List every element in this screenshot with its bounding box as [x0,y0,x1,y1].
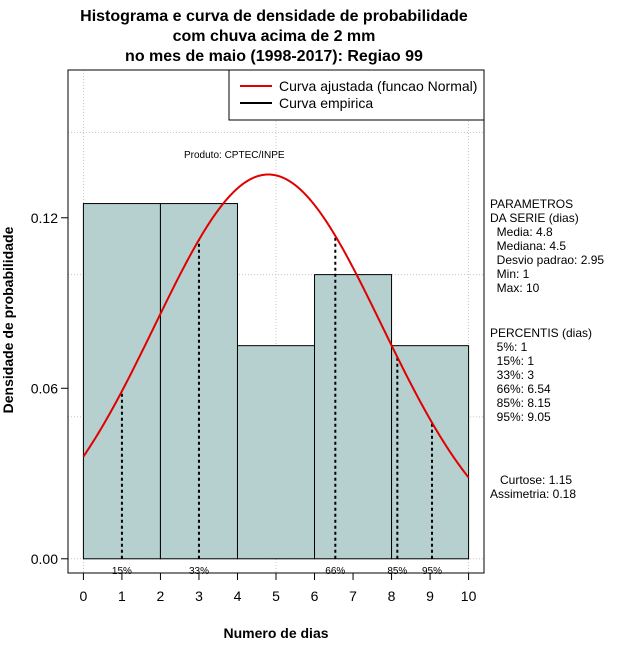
histogram-bar [236,345,316,560]
param-line: Max: 10 [490,281,540,295]
percentile-label: 85% [387,566,407,577]
percentile-label: 33% [189,566,209,577]
chart-title-line-1: Histograma e curva de densidade de proba… [80,8,468,25]
x-tick-label: 8 [388,588,396,604]
legend-label-fit: Curva ajustada (funcao Normal) [279,78,477,94]
histogram-bar [314,274,393,560]
param-line: Min: 1 [490,267,530,281]
percentis-panel: PERCENTIS (dias) 5%: 1 15%: 1 33%: 3 66%… [490,326,592,424]
x-tick-label: 3 [195,588,203,604]
histogram-bars [82,203,470,560]
param-line: Mediana: 4.5 [490,239,566,253]
parametros-panel: PARAMETROS DA SERIE (dias) Media: 4.8 Me… [490,197,604,295]
y-tick-label: 0.00 [31,551,58,567]
param-line: DA SERIE (dias) [490,211,579,225]
x-tick-label: 5 [272,588,280,604]
x-tick-label: 2 [157,588,165,604]
forma-panel: Curtose: 1.15 Assimetria: 0.18 [490,473,576,501]
product-annotation: Produto: CPTEC/INPE [184,150,285,161]
x-tick-label: 9 [426,588,434,604]
x-tick-label: 0 [80,588,88,604]
legend-label-empirica: Curva empirica [279,95,373,111]
y-axis: 0.00 0.06 0.12 [31,210,69,567]
x-tick-label: 4 [234,588,242,604]
percentile-lines [120,235,433,559]
param-line: Desvio padrao: 2.95 [490,253,604,267]
y-tick-label: 0.12 [31,210,58,226]
y-tick-label: 0.06 [31,380,58,396]
percentil-line: PERCENTIS (dias) [490,326,592,340]
x-tick-label: 10 [461,588,477,604]
percentil-line: 85%: 8.15 [490,396,551,410]
percentil-line: 95%: 9.05 [490,410,551,424]
percentil-line: 5%: 1 [490,340,528,354]
x-tick-label: 6 [311,588,319,604]
normal-fit-curve [82,173,470,479]
percentile-label: 66% [325,566,345,577]
legend-box [228,69,485,121]
percentile-label: 95% [422,566,442,577]
x-tick-label: 7 [349,588,357,604]
legend: Curva ajustada (funcao Normal) Curva emp… [228,69,485,121]
percentile-label: 15% [112,566,132,577]
assimetria-line: Assimetria: 0.18 [490,487,576,501]
param-line: PARAMETROS [490,197,573,211]
percentil-line: 33%: 3 [490,368,534,382]
percentil-line: 15%: 1 [490,354,534,368]
percentil-line: 66%: 6.54 [490,382,551,396]
histogram-bar [391,345,470,560]
histogram-bar [82,203,161,560]
y-axis-title: Densidade de probabilidade [0,226,16,413]
x-axis: 0 1 2 3 4 5 6 7 8 9 10 [80,572,477,604]
percentile-labels: 15% 33% 66% 85% 95% [112,566,442,577]
x-axis-title: Numero de dias [223,625,328,641]
chart-title-line-3: no mes de maio (1998-2017): Regiao 99 [125,48,423,65]
curtose-line: Curtose: 1.15 [490,473,572,487]
chart-title-line-2: com chuva acima de 2 mm [173,28,376,45]
x-tick-label: 1 [118,588,126,604]
param-line: Media: 4.8 [490,225,553,239]
